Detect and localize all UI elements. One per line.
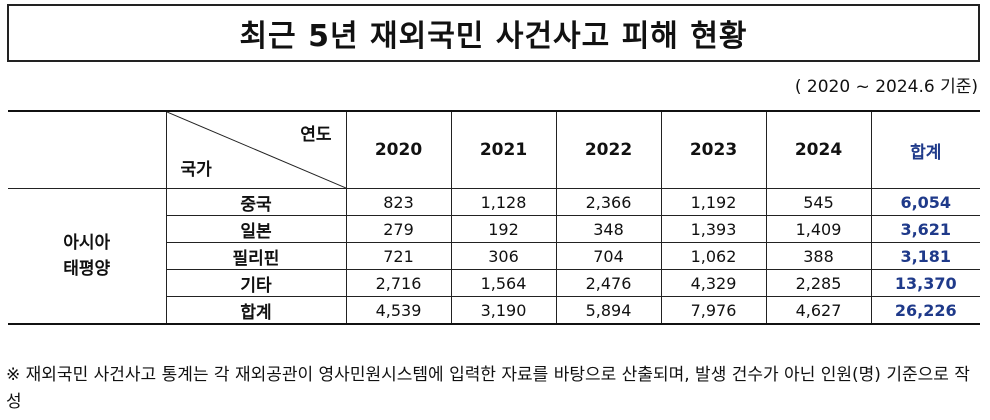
footnote: ※ 재외국민 사건사고 통계는 각 재외공관이 영사민원시스템에 입력한 자료를… [6, 365, 970, 412]
header-region-cell [8, 110, 167, 189]
region-cell: 아시아 태평양 [8, 188, 167, 325]
total-cell: 26,226 [870, 296, 980, 325]
value-cell: 3,190 [450, 296, 557, 325]
header-year: 2024 [765, 110, 872, 189]
value-cell: 4,627 [765, 296, 872, 325]
country-cell: 일본 [165, 215, 347, 243]
total-cell: 3,621 [870, 215, 980, 243]
table-row: 아시아 태평양 중국 823 1,128 2,366 1,192 545 6,054 [8, 188, 980, 325]
value-cell: 823 [345, 188, 452, 216]
value-cell: 1,393 [660, 215, 767, 243]
value-cell: 1,409 [765, 215, 872, 243]
total-cell: 3,181 [870, 242, 980, 270]
value-cell: 2,285 [765, 269, 872, 297]
value-cell: 2,476 [555, 269, 662, 297]
header-year: 2022 [555, 110, 662, 189]
diagonal-line [167, 112, 346, 188]
value-cell: 1,564 [450, 269, 557, 297]
value-cell: 704 [555, 242, 662, 270]
page-title: 최근 5년 재외국민 사건사고 피해 현황 [7, 4, 980, 62]
table-row: 기타 2,716 1,564 2,476 4,329 2,285 13,370 [8, 269, 980, 297]
table-row: 일본 279 192 348 1,393 1,409 3,621 [8, 215, 980, 243]
header-country-label: 국가 [180, 160, 212, 180]
total-cell: 6,054 [870, 188, 980, 216]
value-cell: 306 [450, 242, 557, 270]
country-cell: 중국 [165, 188, 347, 216]
incident-table: 연도 국가 2020 2021 2022 2023 2024 합계 아시아 태평… [8, 110, 980, 325]
header-year: 2023 [660, 110, 767, 189]
value-cell: 192 [450, 215, 557, 243]
value-cell: 1,128 [450, 188, 557, 216]
value-cell: 1,062 [660, 242, 767, 270]
value-cell: 7,976 [660, 296, 767, 325]
value-cell: 721 [345, 242, 452, 270]
value-cell: 388 [765, 242, 872, 270]
value-cell: 4,539 [345, 296, 452, 325]
country-cell: 기타 [165, 269, 347, 297]
value-cell: 2,366 [555, 188, 662, 216]
value-cell: 1,192 [660, 188, 767, 216]
table-row: 필리핀 721 306 704 1,062 388 3,181 [8, 242, 980, 270]
header-year-label: 연도 [300, 125, 332, 145]
value-cell: 279 [345, 215, 452, 243]
country-cell: 합계 [165, 296, 347, 325]
table-header-row: 연도 국가 2020 2021 2022 2023 2024 합계 [8, 110, 980, 189]
header-diagonal-cell: 연도 국가 [165, 110, 347, 189]
value-cell: 348 [555, 215, 662, 243]
value-cell: 2,716 [345, 269, 452, 297]
table-row: 합계 4,539 3,190 5,894 7,976 4,627 26,226 [8, 296, 980, 325]
value-cell: 4,329 [660, 269, 767, 297]
value-cell: 545 [765, 188, 872, 216]
value-cell: 5,894 [555, 296, 662, 325]
country-cell: 필리핀 [165, 242, 347, 270]
period-label: ( 2020 ~ 2024.6 기준) [794, 77, 978, 97]
header-year: 2020 [345, 110, 452, 189]
header-total: 합계 [870, 110, 980, 189]
total-cell: 13,370 [870, 269, 980, 297]
header-year: 2021 [450, 110, 557, 189]
